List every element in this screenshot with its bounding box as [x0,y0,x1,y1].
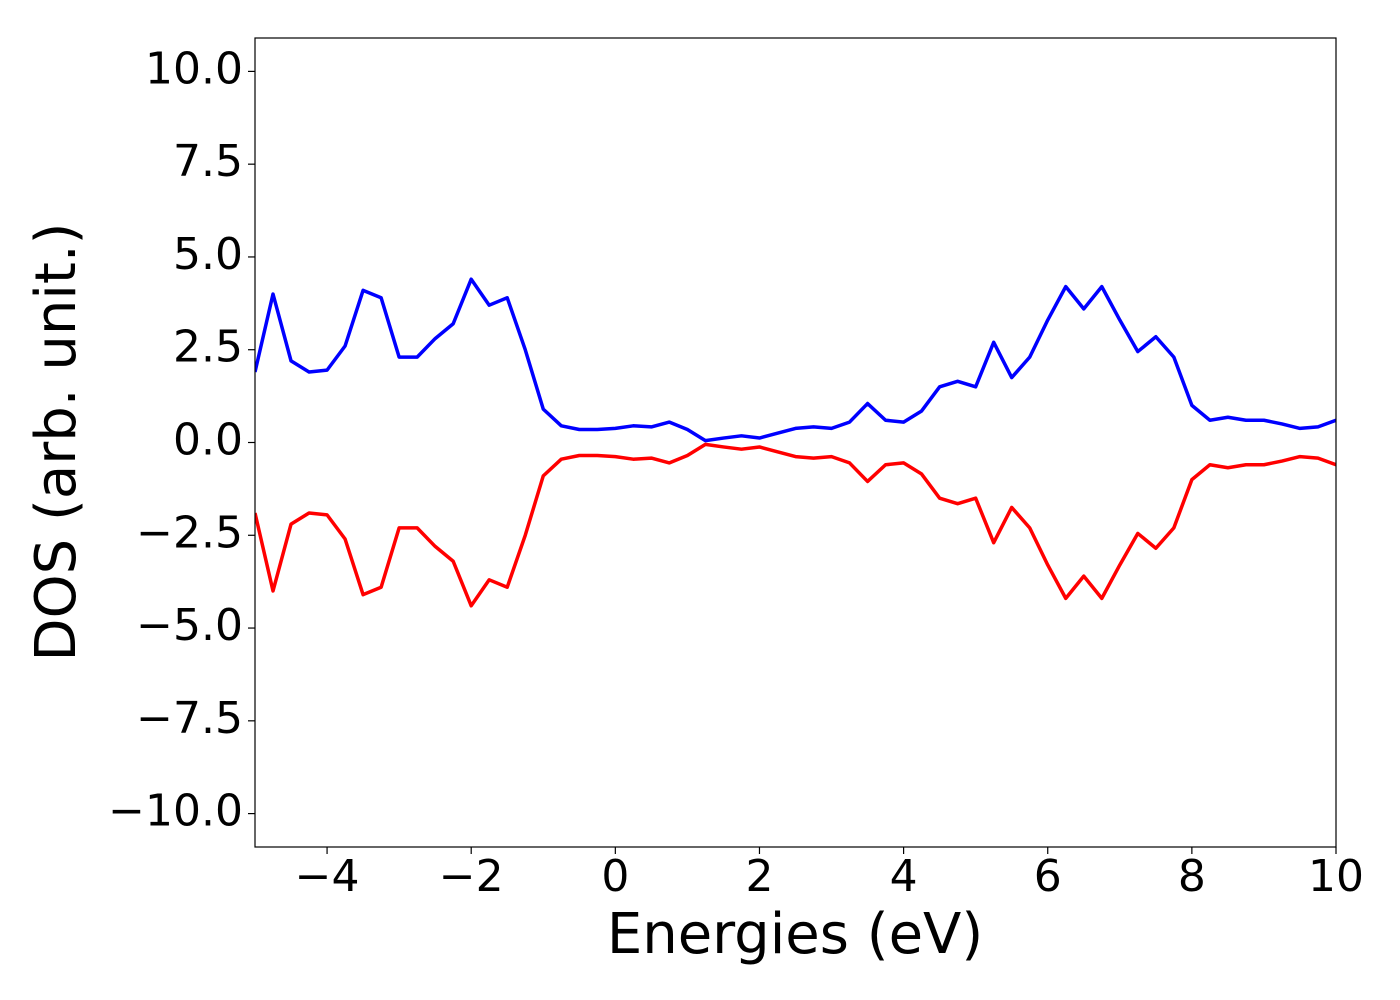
x-tick-label: 0 [601,851,629,902]
x-tick-label: 2 [745,851,773,902]
y-tick-label: −7.5 [136,693,243,744]
x-tick-label: −2 [439,851,504,902]
series-line [255,442,1336,608]
x-tick-label: 8 [1178,851,1206,902]
y-tick-label: 0.0 [173,415,243,466]
plot-frame [254,37,1337,848]
x-axis-label: Energies (eV) [607,902,983,967]
y-tick-label: 2.5 [173,322,243,373]
x-tick-label: −4 [295,851,360,902]
x-tick-label: 6 [1034,851,1062,902]
y-axis-label: DOS (arb. unit.) [24,222,89,661]
y-tick-label: −5.0 [136,600,243,651]
y-tick-label: 7.5 [173,136,243,187]
y-tick-label: −10.0 [108,786,243,837]
y-tick-label: 10.0 [145,43,243,94]
x-tick-label: 4 [890,851,918,902]
y-tick-label: −2.5 [136,507,243,558]
y-tick-label: 5.0 [173,229,243,280]
series-line [255,277,1336,443]
x-tick-label: 10 [1308,851,1364,902]
